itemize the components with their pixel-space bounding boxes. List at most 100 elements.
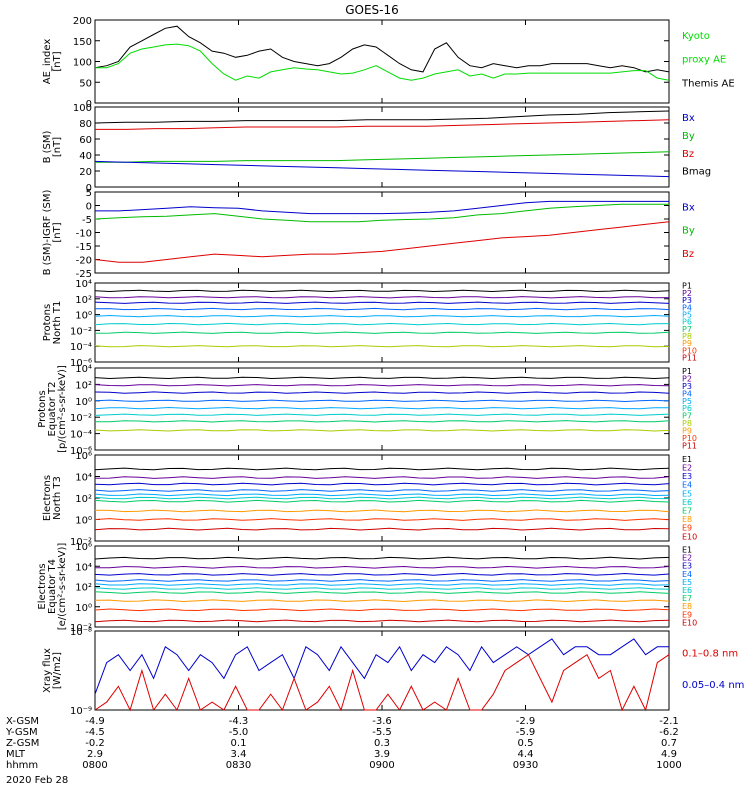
panel-8: 10⁻⁸ 10⁻⁹ Xray flux [W/m2] 0.1–0.8 nm 0.05–0.… (42, 627, 744, 717)
y-tick-label: 10² (75, 295, 92, 306)
legend-entry: E4 (682, 570, 692, 579)
y-tick-label: 20 (79, 167, 92, 178)
series-line (94, 413, 670, 416)
series-line (94, 345, 670, 348)
y-tick-label: 10⁻² (70, 326, 92, 337)
legend-entry: 0.1–0.8 nm (682, 648, 738, 659)
y-axis-label: Protons (42, 304, 53, 341)
series-line (94, 221, 670, 263)
y-tick-label: 10² (75, 380, 92, 391)
series-line (94, 25, 670, 73)
panel-2: 0 20 40 60 80 100 B (SM) [nT] Bx By Bz Bmag (42, 103, 711, 194)
series-line (94, 160, 670, 178)
x-axis-tick-label: 0800 (82, 760, 107, 771)
panel-5: 10⁴ 10² 10⁰ 10⁻² 10⁻⁴ 10⁻⁶ Protons Equator T2 [p… (37, 364, 697, 457)
y-tick-label: 60 (79, 135, 92, 146)
y-axis-label: North T3 (52, 476, 63, 520)
series-line (94, 587, 670, 590)
legend-entry: By (682, 131, 695, 142)
y-tick-label: 10⁰ (75, 603, 92, 614)
y-axis-label: AE_index (42, 39, 53, 85)
legend-entry: P9 (682, 427, 692, 436)
legend-entry: P7 (682, 325, 692, 334)
legend-entry: E3 (682, 472, 692, 481)
y-axis-label: Protons (37, 390, 48, 427)
panel-frame (94, 191, 670, 274)
y-tick-label: 10⁰ (75, 516, 92, 527)
legend-entry: 0.05–0.4 nm (682, 680, 744, 691)
legend-entry: Bmag (682, 167, 711, 178)
series-line (94, 556, 670, 560)
y-tick-label: -15 (76, 242, 92, 253)
legend-entry: Kyoto (682, 31, 710, 42)
series-line (94, 301, 670, 304)
legend-entry: P7 (682, 412, 692, 421)
legend-entry: E3 (682, 562, 692, 571)
x-axis-row-label: MLT (6, 749, 26, 760)
legend-entry: E7 (682, 594, 692, 603)
y-axis-label: B (SM) (42, 130, 53, 163)
y-axis-label: North T1 (52, 301, 63, 345)
x-axis-tick-label: 3.4 (231, 749, 247, 760)
x-axis-tick-label: -2.1 (659, 716, 679, 727)
legend-entry: E2 (682, 463, 692, 472)
series-line (94, 307, 670, 311)
series-line (94, 499, 670, 503)
legend-entry: E1 (682, 545, 692, 554)
y-axis-label: [nT] (52, 222, 63, 242)
y-tick-label: 10⁻² (70, 413, 92, 424)
panel-1: 0 50 100 150 200 AE_index [nT] Kyoto proxy AE The… (42, 16, 735, 110)
legend-entry: P1 (682, 282, 692, 291)
legend-entry: E5 (682, 489, 692, 498)
legend-entry: E4 (682, 481, 692, 490)
series-line (94, 599, 670, 603)
legend-entry: P3 (682, 296, 692, 305)
x-axis-row-label: Z-GSM (6, 738, 39, 749)
x-axis-tick-label: 0830 (226, 760, 251, 771)
series-line (95, 565, 670, 569)
y-tick-label: 80 (79, 119, 92, 130)
y-tick-label: 10⁻⁴ (70, 342, 92, 353)
series-line (94, 467, 670, 471)
legend-entry: E6 (682, 586, 692, 595)
y-axis-label: [nT] (52, 51, 63, 71)
x-axis-tick-label: 0930 (513, 760, 538, 771)
legend-entry: P1 (682, 367, 692, 376)
x-axis-tick-label: 0900 (369, 760, 394, 771)
series-line (94, 619, 670, 623)
series-line (94, 518, 670, 521)
x-axis-tick-label: 3.9 (374, 749, 390, 760)
series-line (94, 322, 670, 326)
panel-frame (94, 106, 670, 188)
y-tick-label: -25 (76, 269, 92, 280)
legend-entry: E10 (682, 532, 697, 541)
legend-entry: E7 (682, 506, 692, 515)
y-tick-label: 100 (73, 103, 92, 114)
date-label: 2020 Feb 28 (6, 775, 68, 786)
series-line (94, 391, 670, 394)
y-axis-label: [e/(cm²-s-sr-keV)] (57, 543, 68, 631)
legend-entry: By (682, 226, 695, 237)
legend-entry: E8 (682, 602, 692, 611)
y-axis-label: B (SM)-IGRF (SM) (42, 190, 53, 276)
panel-3: -25 -20 -15 -10 -5 0 5 B (SM)-IGRF (SM) [nT] Bx By… (42, 188, 695, 280)
x-axis-tick-label: 1000 (656, 760, 681, 771)
panel-frame (94, 282, 670, 363)
panel-7: 10⁶ 10⁴ 10² 10⁰ 10⁻² Electrons Equator T4 [e/(c… (37, 542, 697, 634)
y-tick-label: 0 (86, 183, 92, 194)
y-tick-label: 10⁻⁴ (70, 430, 92, 441)
y-axis-label: [W/m2] (52, 652, 63, 689)
legend-entry: Themis AE (681, 78, 735, 89)
x-axis-tick-label: -4.3 (229, 716, 249, 727)
y-tick-label: 10⁶ (75, 542, 92, 553)
x-axis-tick-label: 2.9 (87, 749, 103, 760)
legend-entry: P8 (682, 332, 692, 341)
x-axis-tick-label: -0.2 (85, 738, 105, 749)
legend-entry: P2 (682, 289, 692, 298)
y-tick-label: 10⁻⁹ (70, 706, 92, 717)
series-line (94, 638, 669, 695)
y-tick-label: 10⁰ (75, 311, 92, 322)
legend-entry: E8 (682, 515, 692, 524)
